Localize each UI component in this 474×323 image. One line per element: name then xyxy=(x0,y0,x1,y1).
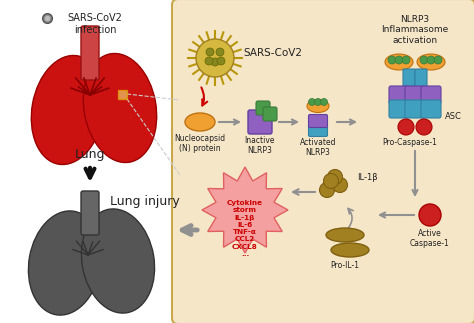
Text: NLRP3
Inflammasome
activation: NLRP3 Inflammasome activation xyxy=(382,15,448,45)
Ellipse shape xyxy=(185,113,215,131)
Circle shape xyxy=(434,56,442,64)
FancyBboxPatch shape xyxy=(389,86,409,104)
Text: Activated
NLRP3: Activated NLRP3 xyxy=(300,138,336,157)
Text: SARS-CoV2
infection: SARS-CoV2 infection xyxy=(68,13,122,35)
Text: Inactive
NLRP3: Inactive NLRP3 xyxy=(245,136,275,155)
Circle shape xyxy=(398,119,414,135)
Circle shape xyxy=(309,99,316,106)
Circle shape xyxy=(402,56,410,64)
Ellipse shape xyxy=(31,56,105,164)
Text: Pro-IL-1: Pro-IL-1 xyxy=(330,261,359,270)
Circle shape xyxy=(323,173,338,189)
FancyBboxPatch shape xyxy=(309,124,328,137)
Text: Active
Caspase-1: Active Caspase-1 xyxy=(410,229,450,248)
Circle shape xyxy=(216,48,224,56)
FancyBboxPatch shape xyxy=(309,114,328,128)
Ellipse shape xyxy=(83,54,157,162)
Text: ASC: ASC xyxy=(445,111,462,120)
FancyBboxPatch shape xyxy=(421,86,441,104)
Circle shape xyxy=(205,57,213,65)
Circle shape xyxy=(427,56,435,64)
Ellipse shape xyxy=(82,209,155,313)
Text: Lung: Lung xyxy=(75,148,105,161)
Circle shape xyxy=(319,182,335,197)
FancyBboxPatch shape xyxy=(389,100,409,118)
Text: IL-1β: IL-1β xyxy=(357,173,378,182)
Circle shape xyxy=(320,99,328,106)
Circle shape xyxy=(395,56,403,64)
Circle shape xyxy=(419,204,441,226)
Circle shape xyxy=(388,56,396,64)
Ellipse shape xyxy=(326,228,364,242)
Polygon shape xyxy=(202,167,288,253)
Text: Nucleocapsid
(N) protein: Nucleocapsid (N) protein xyxy=(174,134,226,153)
FancyBboxPatch shape xyxy=(263,107,277,121)
Ellipse shape xyxy=(385,54,413,70)
FancyBboxPatch shape xyxy=(421,100,441,118)
Circle shape xyxy=(206,48,214,56)
Ellipse shape xyxy=(28,211,101,315)
FancyBboxPatch shape xyxy=(172,0,474,323)
Circle shape xyxy=(211,58,219,66)
Circle shape xyxy=(217,57,225,65)
FancyBboxPatch shape xyxy=(405,86,425,104)
FancyBboxPatch shape xyxy=(415,69,427,89)
Ellipse shape xyxy=(331,243,369,257)
Bar xyxy=(118,90,127,99)
Circle shape xyxy=(315,99,321,106)
FancyBboxPatch shape xyxy=(405,100,425,118)
FancyBboxPatch shape xyxy=(256,101,270,115)
Text: SARS-CoV2: SARS-CoV2 xyxy=(243,48,302,58)
Text: Pro-Caspase-1: Pro-Caspase-1 xyxy=(383,138,438,147)
Circle shape xyxy=(420,56,428,64)
Circle shape xyxy=(196,39,234,77)
Text: Lung injury: Lung injury xyxy=(110,195,180,208)
FancyBboxPatch shape xyxy=(248,110,272,134)
Ellipse shape xyxy=(307,99,329,112)
FancyBboxPatch shape xyxy=(403,69,415,89)
Text: Cytokine
storm
IL-1β
IL-6
TNF-α
CCL2
CXCL8
...: Cytokine storm IL-1β IL-6 TNF-α CCL2 CXC… xyxy=(227,200,263,257)
Ellipse shape xyxy=(417,54,445,70)
Circle shape xyxy=(328,170,343,184)
Circle shape xyxy=(332,178,347,193)
Circle shape xyxy=(416,119,432,135)
FancyBboxPatch shape xyxy=(81,26,99,80)
FancyBboxPatch shape xyxy=(81,191,99,235)
